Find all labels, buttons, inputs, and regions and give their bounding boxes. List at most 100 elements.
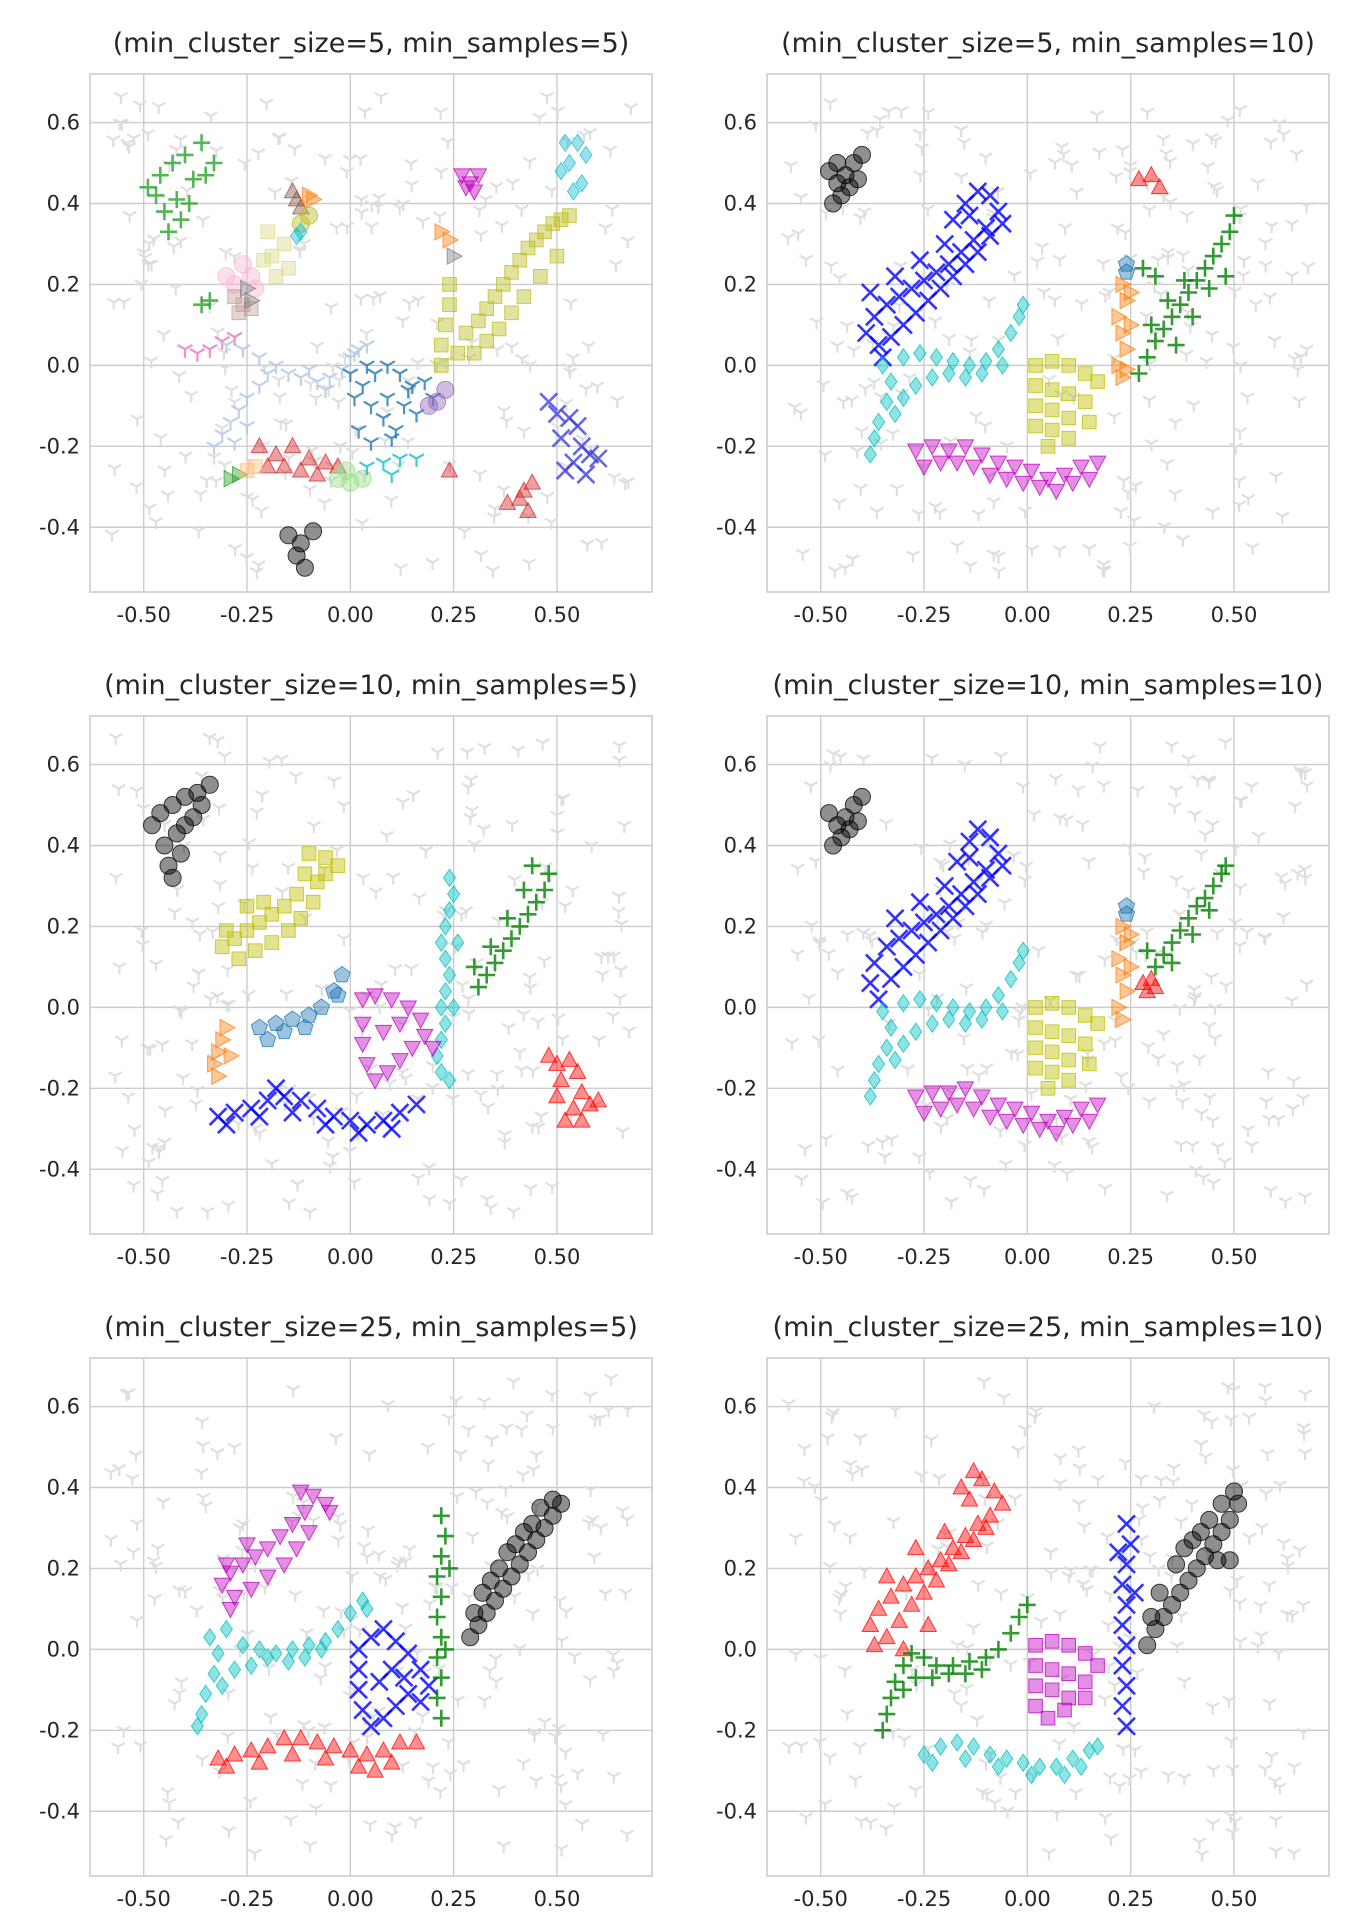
noise-point	[481, 1459, 496, 1472]
cluster-point	[1055, 467, 1074, 485]
noise-point	[960, 1063, 975, 1076]
noise-point	[1169, 785, 1184, 798]
cluster-point	[1112, 1656, 1132, 1676]
cluster-point	[562, 153, 576, 173]
cluster-point	[588, 449, 608, 468]
noise-point	[108, 872, 123, 885]
cluster-point	[379, 360, 396, 374]
cluster-point	[195, 1704, 209, 1724]
noise-point	[1232, 500, 1247, 513]
cluster	[240, 247, 464, 310]
noise-point	[1268, 1846, 1283, 1859]
noise-point	[833, 1608, 848, 1622]
noise-point	[971, 1070, 986, 1083]
noise-point	[121, 1092, 136, 1105]
cluster-point	[264, 935, 280, 950]
noise-point	[559, 398, 574, 411]
noise-point	[550, 106, 565, 119]
cluster	[239, 459, 263, 478]
cluster	[419, 380, 455, 415]
cluster-point	[1159, 292, 1177, 310]
cluster-point	[306, 190, 323, 209]
noise-point	[1074, 298, 1089, 312]
noise-point	[583, 1674, 598, 1688]
noise-point	[1210, 928, 1225, 941]
cluster-point	[407, 1095, 426, 1114]
noise-point	[288, 771, 303, 784]
noise-point	[522, 558, 537, 571]
cluster-point	[383, 432, 400, 447]
noise-point	[1167, 802, 1182, 815]
noise-point	[505, 178, 520, 191]
noise-point	[944, 1196, 959, 1209]
cluster-point	[218, 339, 235, 354]
noise-point	[499, 416, 514, 429]
y-tick-label: -0.4	[716, 515, 757, 539]
cluster	[906, 1081, 1107, 1143]
cluster-point	[206, 441, 222, 455]
noise-point	[1011, 1445, 1026, 1458]
noise-point	[186, 981, 201, 994]
noise-point	[1122, 1773, 1137, 1786]
cluster-point	[225, 1745, 244, 1762]
noise-point	[331, 397, 346, 410]
noise-point	[1130, 1667, 1145, 1681]
noise-point	[314, 983, 329, 997]
cluster-point	[223, 1046, 241, 1065]
noise-point	[1176, 250, 1191, 263]
noise-point	[247, 1848, 262, 1861]
cluster-point	[964, 1461, 983, 1479]
noise-point	[832, 273, 847, 286]
cluster-point	[391, 453, 408, 467]
noise-points	[108, 732, 637, 1220]
noise-point	[1198, 829, 1213, 842]
noise-point	[1226, 1385, 1241, 1398]
cluster-point	[301, 364, 317, 378]
noise-point	[618, 478, 633, 491]
cluster-point	[553, 212, 569, 227]
noise-point	[200, 1206, 215, 1220]
noise-point	[905, 550, 921, 563]
cluster-point	[438, 317, 453, 333]
cluster-point	[314, 1640, 328, 1659]
cluster-point	[929, 993, 943, 1013]
noise-point	[1263, 1185, 1278, 1198]
noise-point	[942, 838, 957, 852]
noise-point	[606, 1771, 621, 1784]
cluster-point	[909, 1022, 923, 1042]
noise-point	[1205, 506, 1220, 520]
cluster-point	[432, 1628, 450, 1646]
cluster-point	[316, 1115, 335, 1135]
noise-point	[249, 807, 264, 820]
noise-point	[1156, 134, 1171, 147]
cluster-point	[894, 1681, 912, 1699]
noise-point	[257, 1582, 272, 1595]
cluster-point	[1117, 263, 1136, 280]
cluster-point	[995, 1002, 1010, 1021]
noise-point	[371, 192, 387, 206]
cluster-point	[199, 1684, 213, 1704]
noise-point	[461, 1424, 476, 1438]
cluster-point	[571, 133, 585, 153]
cluster-point	[980, 827, 1000, 847]
noise-point	[523, 1183, 538, 1197]
cluster-point	[552, 1070, 571, 1088]
cluster-point	[215, 1676, 229, 1696]
cluster-point	[390, 1016, 409, 1034]
cluster-point	[1213, 235, 1231, 253]
noise-point	[336, 800, 351, 813]
cluster-point	[1018, 1596, 1036, 1614]
cluster-point	[1044, 402, 1060, 418]
cluster-point	[910, 892, 930, 912]
noise-point	[341, 1754, 356, 1767]
cluster-point	[894, 1575, 913, 1592]
cluster-point	[375, 457, 392, 471]
subplot-title: (min_cluster_size=10, min_samples=5)	[104, 670, 638, 701]
cluster-point	[523, 473, 542, 490]
noise-point	[155, 1175, 170, 1188]
cluster-point	[824, 836, 843, 855]
noise-point	[1296, 1093, 1311, 1106]
y-tick-label: -0.2	[39, 1718, 80, 1742]
cluster-point	[221, 1602, 240, 1619]
noise-point	[192, 929, 207, 942]
